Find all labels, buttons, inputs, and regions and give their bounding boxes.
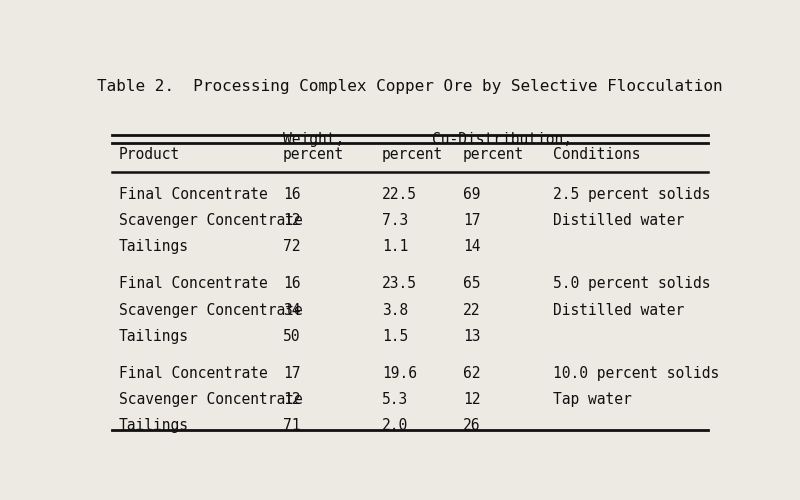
Text: 5.0 percent solids: 5.0 percent solids	[553, 276, 710, 291]
Text: 23.5: 23.5	[382, 276, 417, 291]
Text: Weight,: Weight,	[283, 132, 344, 146]
Text: 14: 14	[462, 240, 480, 254]
Text: Cu-Distribution,: Cu-Distribution,	[432, 132, 572, 146]
Text: percent: percent	[462, 147, 524, 162]
Text: Tailings: Tailings	[118, 328, 189, 344]
Text: 22.5: 22.5	[382, 187, 417, 202]
Text: percent: percent	[382, 147, 443, 162]
Text: Tailings: Tailings	[118, 418, 189, 433]
Text: 1.1: 1.1	[382, 240, 408, 254]
Text: Final Concentrate: Final Concentrate	[118, 366, 267, 380]
Text: Tap water: Tap water	[553, 392, 631, 407]
Text: 13: 13	[462, 328, 480, 344]
Text: 2.5 percent solids: 2.5 percent solids	[553, 187, 710, 202]
Text: 65: 65	[462, 276, 480, 291]
Text: percent: percent	[283, 147, 344, 162]
Text: Distilled water: Distilled water	[553, 302, 684, 318]
Text: Conditions: Conditions	[553, 147, 640, 162]
Text: 34: 34	[283, 302, 301, 318]
Text: Final Concentrate: Final Concentrate	[118, 276, 267, 291]
Text: Tailings: Tailings	[118, 240, 189, 254]
Text: Product: Product	[118, 147, 180, 162]
Text: 17: 17	[462, 213, 480, 228]
Text: 12: 12	[283, 392, 301, 407]
Text: 10.0 percent solids: 10.0 percent solids	[553, 366, 719, 380]
Text: 16: 16	[283, 187, 301, 202]
Text: 19.6: 19.6	[382, 366, 417, 380]
Text: 2.0: 2.0	[382, 418, 408, 433]
Text: 69: 69	[462, 187, 480, 202]
Text: 26: 26	[462, 418, 480, 433]
Text: 5.3: 5.3	[382, 392, 408, 407]
Text: 12: 12	[283, 213, 301, 228]
Text: Final Concentrate: Final Concentrate	[118, 187, 267, 202]
Text: 1.5: 1.5	[382, 328, 408, 344]
Text: 50: 50	[283, 328, 301, 344]
Text: 7.3: 7.3	[382, 213, 408, 228]
Text: Scavenger Concentrate: Scavenger Concentrate	[118, 302, 302, 318]
Text: Scavenger Concentrate: Scavenger Concentrate	[118, 213, 302, 228]
Text: 22: 22	[462, 302, 480, 318]
Text: 71: 71	[283, 418, 301, 433]
Text: 12: 12	[462, 392, 480, 407]
Text: Scavenger Concentrate: Scavenger Concentrate	[118, 392, 302, 407]
Text: 16: 16	[283, 276, 301, 291]
Text: 3.8: 3.8	[382, 302, 408, 318]
Text: Distilled water: Distilled water	[553, 213, 684, 228]
Text: 72: 72	[283, 240, 301, 254]
Text: 17: 17	[283, 366, 301, 380]
Text: Table 2.  Processing Complex Copper Ore by Selective Flocculation: Table 2. Processing Complex Copper Ore b…	[97, 79, 723, 94]
Text: 62: 62	[462, 366, 480, 380]
